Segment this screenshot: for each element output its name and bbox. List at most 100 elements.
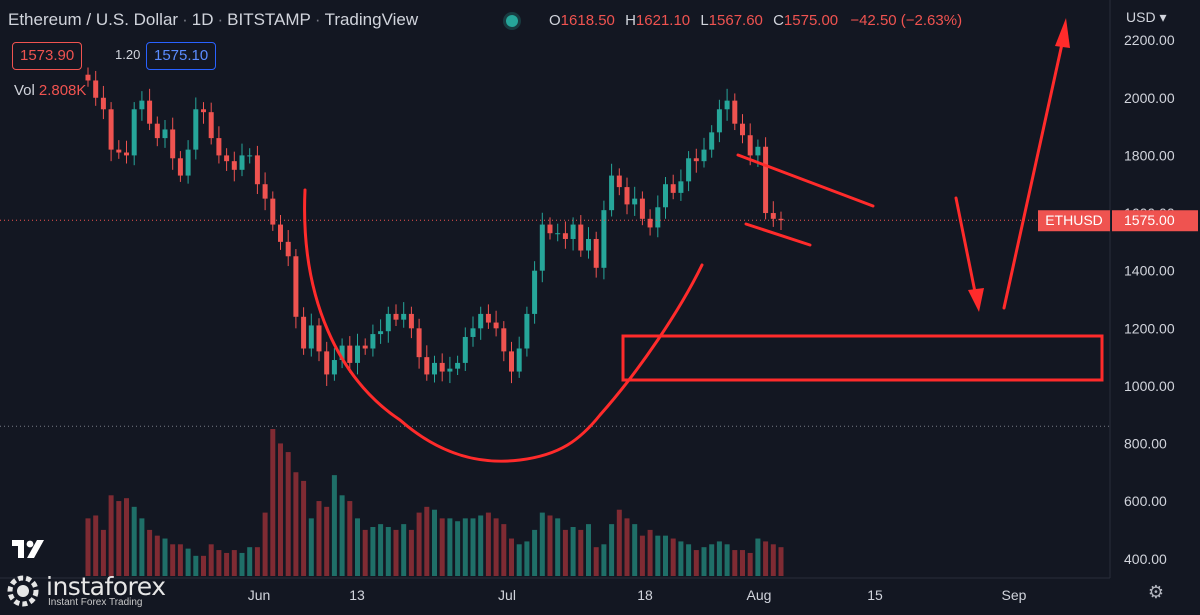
change-value: −42.50 (−2.63%) <box>850 12 963 29</box>
instaforex-brand: instaforex Instant Forex Trading <box>4 572 166 615</box>
candle-body <box>439 362 445 372</box>
candle-body <box>308 325 314 349</box>
gear-icon[interactable]: ⚙ <box>1147 582 1165 602</box>
candle-body <box>462 336 468 363</box>
volume-bar <box>154 535 160 576</box>
volume-bar <box>755 538 761 576</box>
volume-bar <box>470 518 476 576</box>
candle-body <box>393 313 399 320</box>
x-tick-label: Sep <box>1002 587 1027 603</box>
candle-body <box>501 328 507 352</box>
candle-body <box>208 112 214 139</box>
candle-body <box>447 368 453 372</box>
candle-body <box>539 224 545 271</box>
x-tick-label: Aug <box>747 587 772 603</box>
candle-body <box>432 362 437 375</box>
y-tick-label: 1200.00 <box>1124 320 1175 336</box>
candle-body <box>301 316 307 349</box>
candle-body <box>247 155 253 157</box>
symbol-tag <box>1038 210 1110 232</box>
candle-body <box>740 123 745 136</box>
down-arrow-shaft <box>954 196 977 294</box>
volume-bar <box>193 555 199 576</box>
volume-bar <box>254 547 260 576</box>
interval-label[interactable]: 1D <box>191 10 214 29</box>
candle-body <box>116 149 122 153</box>
x-tick-label: Jun <box>248 587 271 603</box>
candle-body <box>378 331 384 335</box>
brand-tagline: Instant Forex Trading <box>48 597 143 608</box>
candle-body <box>532 270 538 314</box>
brand-name: instaforex <box>46 572 166 601</box>
ask-price-box[interactable]: 1575.10 <box>146 42 217 70</box>
candle-body <box>93 80 99 98</box>
volume-bar <box>678 541 684 576</box>
y-tick-label: 1400.00 <box>1124 263 1175 279</box>
provider-label: TradingView <box>324 10 419 29</box>
candle-body <box>316 325 322 352</box>
y-tick-label: 2000.00 <box>1124 90 1175 106</box>
volume-bar <box>539 512 545 576</box>
x-tick-label: 18 <box>637 587 653 603</box>
volume-bar <box>339 495 345 576</box>
y-tick-label: 2200.00 <box>1124 32 1175 48</box>
volume-bar <box>639 535 645 576</box>
x-tick-label: 15 <box>867 587 883 603</box>
candle-body <box>85 74 91 81</box>
volume-bar <box>231 550 237 576</box>
volume-bar <box>701 547 707 576</box>
volume-bar <box>601 544 607 576</box>
volume-label: Vol <box>14 82 35 99</box>
volume-bar <box>208 544 214 576</box>
candle-body <box>324 351 330 375</box>
candle-body <box>177 158 183 176</box>
volume-bar <box>185 548 191 576</box>
candle-body <box>693 158 699 162</box>
candle-body <box>647 218 653 228</box>
candle-body <box>154 123 160 139</box>
price-tag <box>1112 210 1198 232</box>
candle-body <box>624 187 630 205</box>
volume-bar <box>216 550 222 576</box>
volume-bar <box>100 529 106 576</box>
candle-body <box>562 233 568 239</box>
currency-selector[interactable]: USD ▾ <box>1126 9 1167 25</box>
channel-lower-line <box>744 222 812 247</box>
candle-body <box>331 360 337 375</box>
candle-body <box>108 109 114 150</box>
cup-arc-annotation <box>303 188 704 463</box>
volume-bar <box>347 501 353 576</box>
high-value: 1621.10 <box>635 12 691 29</box>
candle-body <box>547 224 553 234</box>
volume-bar <box>370 527 376 576</box>
volume-bar <box>424 506 430 576</box>
volume-bar <box>624 518 630 576</box>
symbol-name[interactable]: Ethereum / U.S. Dollar <box>8 10 179 29</box>
volume-bar <box>740 550 745 576</box>
y-tick-label: 400.00 <box>1124 551 1167 567</box>
candle-body <box>455 362 461 369</box>
candle-body <box>239 155 245 170</box>
candle-body <box>586 238 591 251</box>
volume-bar <box>586 524 591 576</box>
volume-bar <box>393 529 399 576</box>
volume-bar <box>385 527 391 576</box>
volume-bar <box>609 524 615 576</box>
up-arrow-head <box>1055 18 1070 48</box>
candle-body <box>724 100 730 110</box>
candle-body <box>339 345 345 361</box>
candle-body <box>278 224 283 242</box>
candle-body <box>424 357 430 375</box>
volume-bar <box>686 544 692 576</box>
volume-bar <box>147 529 153 576</box>
volume-bar <box>632 524 638 576</box>
volume-bar <box>293 472 299 576</box>
bid-price-box[interactable]: 1573.90 <box>12 42 83 70</box>
symbol-tag-label: ETHUSD <box>1045 212 1103 228</box>
volume-bar <box>724 544 730 576</box>
candle-body <box>670 184 676 193</box>
candle-body <box>578 224 584 251</box>
candle-body <box>701 149 707 162</box>
volume-bar <box>509 538 514 576</box>
